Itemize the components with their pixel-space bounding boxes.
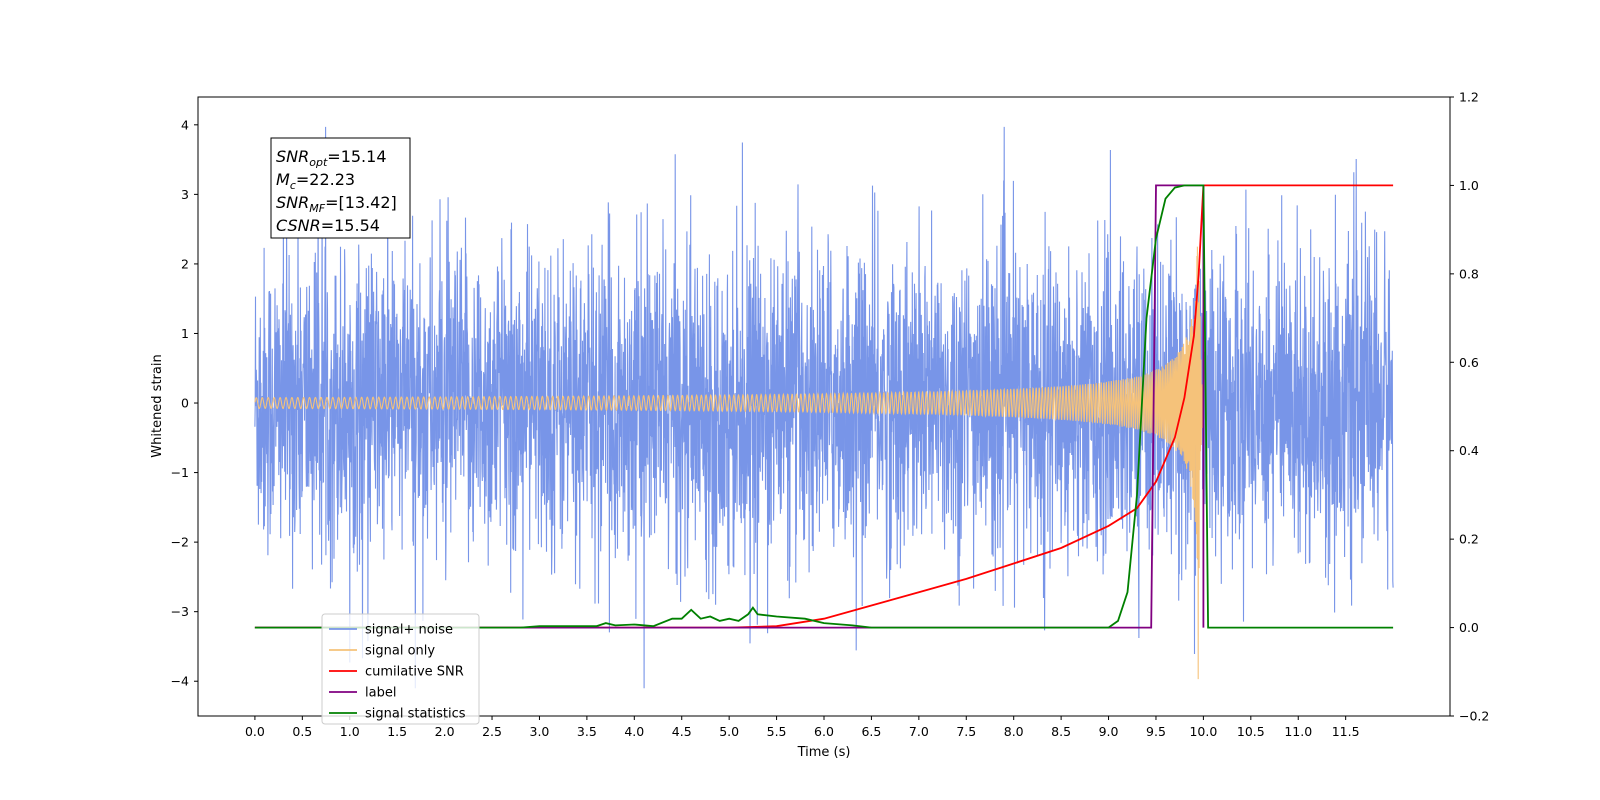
y2-tick-label: 0.2 [1459,532,1479,547]
x-tick-label: 8.0 [1004,724,1024,739]
y2-tick-label: 1.2 [1459,90,1479,105]
y2-tick-label: 0.4 [1459,443,1479,458]
y-tick-label: 2 [181,256,189,271]
x-tick-label: 2.0 [435,724,455,739]
legend: signal+ noise signal only cumilative SNR la… [321,613,480,725]
annotation-line: SNRopt=15.14 [276,147,387,169]
x-tick-label: 9.0 [1099,724,1119,739]
y-tick-label: −2 [171,535,189,550]
series-layer [254,126,1394,689]
annotation-subscript: MF [309,202,325,215]
annotation-line: CSNR=15.54 [276,216,380,235]
y2-tick-label: 0.0 [1459,620,1479,635]
annotation-subscript: opt [309,156,328,169]
y-tick-label: 4 [181,117,189,132]
x-tick-label: 0.0 [245,724,265,739]
y-tick-label: −1 [171,465,189,480]
legend-label: signal+ noise [365,623,453,638]
y-axis-label: Whitened strain [150,354,165,457]
x-tick-label: 10.0 [1189,724,1217,739]
x-tick-label: 3.0 [530,724,550,739]
annotation-symbol: CSNR [276,216,321,235]
annotation-value: =[13.42] [325,193,397,212]
x-tick-label: 1.5 [387,724,407,739]
legend-label: label [365,686,396,701]
x-tick-label: 6.0 [814,724,834,739]
x-tick-label: 1.0 [340,724,360,739]
series-label [254,184,1205,629]
x-axis: 0.0 0.5 1.0 1.5 2.0 2.5 3.0 3.5 4.0 4.5 5.0 5.5 6.0 6… [245,716,1360,739]
x-tick-label: 8.5 [1051,724,1071,739]
line-trace [254,184,1394,629]
series-cumilative-snr [254,184,1394,629]
annotation-value: =15.14 [327,147,386,166]
y2-tick-label: 0.6 [1459,355,1479,370]
y2-tick-label: 1.0 [1459,178,1479,193]
legend-label: cumilative SNR [365,665,464,680]
x-tick-label: 11.0 [1284,724,1312,739]
y-axis-left: −4 −3 −2 −1 0 1 2 3 4 [171,117,198,689]
x-tick-label: 6.5 [861,724,881,739]
x-tick-label: 10.5 [1237,724,1265,739]
annotation-line: SNRMF=[13.42] [276,193,397,215]
x-tick-label: 5.5 [767,724,787,739]
annotation-value: =22.23 [296,170,355,189]
series-signal-only [254,246,1204,680]
legend-frame [321,613,480,725]
y-tick-label: 0 [181,396,189,411]
x-tick-label: 0.5 [292,724,312,739]
legend-label: signal statistics [365,707,466,722]
annotation-symbol: M [276,170,290,189]
annotation-symbol: SNR [276,147,309,166]
x-tick-label: 2.5 [482,724,502,739]
y-axis-right: −0.2 0.0 0.2 0.4 0.6 0.8 1.0 1.2 [1450,90,1489,724]
x-tick-label: 4.0 [624,724,644,739]
annotation-line: Mc=22.23 [276,170,355,192]
y-tick-label: −3 [171,604,189,619]
annotation-subscript: c [290,179,296,192]
y-tick-label: 1 [181,326,189,341]
legend-label: signal only [365,644,435,659]
annotation-frame [270,137,411,239]
annotation-symbol: SNR [276,193,309,212]
y2-tick-label: −0.2 [1459,709,1489,724]
annotation-value: =15.54 [321,216,380,235]
x-tick-label: 7.0 [909,724,929,739]
x-tick-label: 11.5 [1332,724,1360,739]
x-tick-label: 7.5 [956,724,976,739]
x-tick-label: 3.5 [577,724,597,739]
x-tick-label: 4.5 [672,724,692,739]
series-signal-statistics [254,184,1394,629]
snr-annotation-box: SNRopt=15.14Mc=22.23SNRMF=[13.42]CSNR=15… [270,137,411,239]
x-axis-label: Time (s) [797,745,851,760]
x-tick-label: 5.0 [719,724,739,739]
line-trace [254,184,1394,629]
y-tick-label: −4 [171,674,189,689]
y-tick-label: 3 [181,187,189,202]
y2-tick-label: 0.8 [1459,266,1479,281]
x-tick-label: 9.5 [1146,724,1166,739]
line-trace [254,184,1205,629]
chirp-trace [254,246,1204,680]
